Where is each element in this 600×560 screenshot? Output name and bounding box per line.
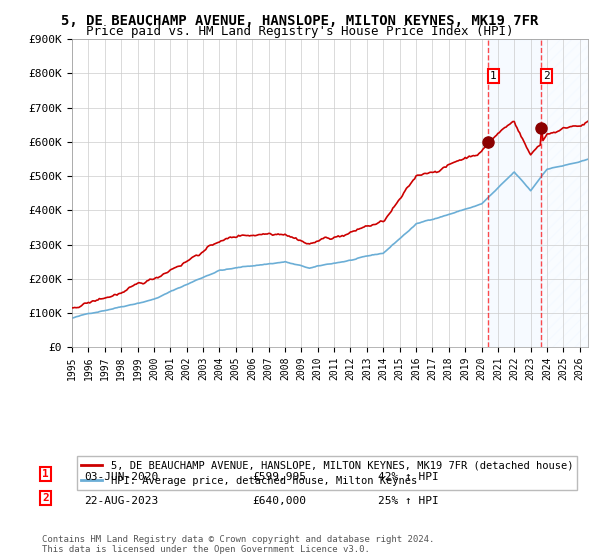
Text: 1: 1: [490, 71, 497, 81]
Text: £640,000: £640,000: [252, 496, 306, 506]
Text: 25% ↑ HPI: 25% ↑ HPI: [378, 496, 439, 506]
Text: Contains HM Land Registry data © Crown copyright and database right 2024.
This d: Contains HM Land Registry data © Crown c…: [42, 535, 434, 554]
Text: 1: 1: [42, 469, 49, 479]
Text: 03-JUN-2020: 03-JUN-2020: [84, 472, 158, 482]
Text: 22-AUG-2023: 22-AUG-2023: [84, 496, 158, 506]
Text: £599,995: £599,995: [252, 472, 306, 482]
Bar: [541, 39, 588, 347]
Text: Price paid vs. HM Land Registry's House Price Index (HPI): Price paid vs. HM Land Registry's House …: [86, 25, 514, 38]
Bar: [541, 39, 588, 347]
Text: 2: 2: [42, 493, 49, 503]
Legend: 5, DE BEAUCHAMP AVENUE, HANSLOPE, MILTON KEYNES, MK19 7FR (detached house), HPI:: 5, DE BEAUCHAMP AVENUE, HANSLOPE, MILTON…: [77, 456, 577, 490]
Bar: [488, 39, 541, 347]
Text: 5, DE BEAUCHAMP AVENUE, HANSLOPE, MILTON KEYNES, MK19 7FR: 5, DE BEAUCHAMP AVENUE, HANSLOPE, MILTON…: [61, 14, 539, 28]
Text: 2: 2: [543, 71, 550, 81]
Text: 42% ↑ HPI: 42% ↑ HPI: [378, 472, 439, 482]
